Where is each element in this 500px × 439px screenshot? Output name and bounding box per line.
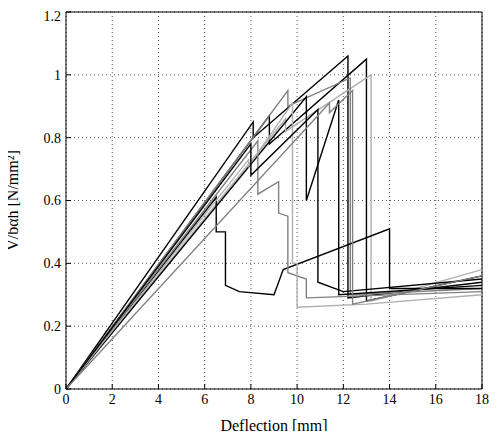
svg-text:14: 14 <box>383 392 397 407</box>
svg-text:0.4: 0.4 <box>44 256 62 271</box>
svg-text:0: 0 <box>54 382 61 397</box>
svg-text:0.8: 0.8 <box>44 131 62 146</box>
svg-text:18: 18 <box>475 392 489 407</box>
svg-text:V/bαh [N/mm²]: V/bαh [N/mm²] <box>8 150 21 251</box>
svg-text:0.6: 0.6 <box>44 193 62 208</box>
svg-text:2: 2 <box>109 392 116 407</box>
svg-text:10: 10 <box>290 392 304 407</box>
svg-text:16: 16 <box>429 392 443 407</box>
svg-text:1: 1 <box>54 68 61 83</box>
svg-text:12: 12 <box>336 392 350 407</box>
svg-text:1.2: 1.2 <box>44 9 62 24</box>
svg-text:4: 4 <box>155 392 162 407</box>
svg-text:8: 8 <box>247 392 254 407</box>
svg-text:0.2: 0.2 <box>44 319 62 334</box>
svg-text:0: 0 <box>63 392 70 407</box>
svg-text:6: 6 <box>201 392 208 407</box>
svg-text:Deflection [mm]: Deflection [mm] <box>220 417 327 431</box>
